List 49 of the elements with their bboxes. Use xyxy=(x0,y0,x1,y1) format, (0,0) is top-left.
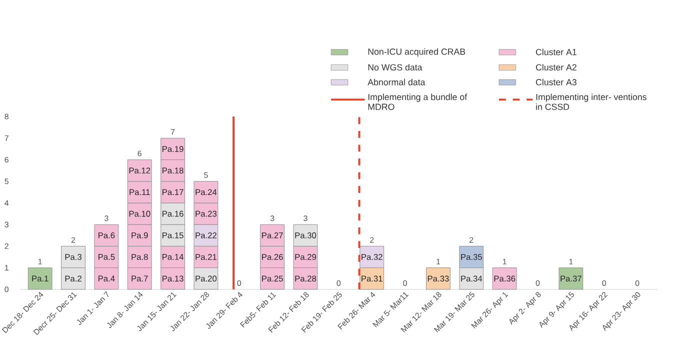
data-label: Pa.13 xyxy=(162,275,184,282)
data-label: Pa.15 xyxy=(162,232,184,238)
data-label: Pa.24 xyxy=(196,188,217,195)
data-label: Pa.6 xyxy=(98,232,115,238)
data-label: Pa.33 xyxy=(428,275,449,282)
data-label: Pa.19 xyxy=(162,146,184,152)
legend-label: Cluster A2 xyxy=(536,64,576,70)
legend-label: Non-ICU acquired CRAB xyxy=(368,48,466,56)
data-label: Pa.8 xyxy=(132,254,148,260)
legend-label: Cluster A1 xyxy=(536,48,576,55)
legend-label: Cluster A3 xyxy=(536,78,576,86)
data-label: Pa.25 xyxy=(262,275,283,282)
data-label: Pa.16 xyxy=(162,210,184,216)
bar xyxy=(28,267,52,290)
data-label: Pa.5 xyxy=(98,254,115,260)
bar xyxy=(492,267,517,290)
data-label: Pa.28 xyxy=(295,275,316,282)
data-label: Pa.2 xyxy=(65,275,82,282)
data-label: Pa.29 xyxy=(295,254,316,260)
data-label: Pa.32 xyxy=(362,254,382,260)
data-label: Pa.7 xyxy=(132,275,148,282)
data-label: Pa.3 xyxy=(65,254,82,260)
legend-label: Implementing a bundle of MDRO xyxy=(368,93,468,110)
data-label: Pa.11 xyxy=(130,189,150,195)
data-label: Pa.21 xyxy=(196,254,216,260)
data-label: Pa.37 xyxy=(560,275,582,282)
data-label: Pa.12 xyxy=(129,167,150,174)
data-label: Pa.23 xyxy=(196,210,217,216)
data-label: Pa.35 xyxy=(461,254,482,260)
data-label: Pa.26 xyxy=(262,254,283,260)
data-label: Pa.27 xyxy=(262,232,283,238)
legend-label: Implementing inter- ventions in CSSD xyxy=(536,93,646,110)
data-label: Pa.10 xyxy=(129,210,150,216)
legend-label: No WGS data xyxy=(368,64,422,70)
data-label: Pa.14 xyxy=(162,254,184,260)
data-label: Pa.1 xyxy=(32,275,48,282)
data-label: Pa.4 xyxy=(98,275,115,282)
data-label: Pa.9 xyxy=(132,232,148,238)
data-label: Pa.20 xyxy=(196,275,217,282)
data-label: Pa.34 xyxy=(461,275,482,282)
data-label: Pa.22 xyxy=(196,232,216,238)
data-label: Pa.17 xyxy=(162,189,184,195)
bar xyxy=(426,267,450,290)
legend-label: Abnormal data xyxy=(368,78,426,86)
data-label: Pa.36 xyxy=(494,275,516,282)
data-label: Pa.31 xyxy=(362,275,382,282)
data-label: Pa.30 xyxy=(295,232,316,238)
data-label: Pa.18 xyxy=(162,167,184,174)
bar xyxy=(558,267,584,290)
